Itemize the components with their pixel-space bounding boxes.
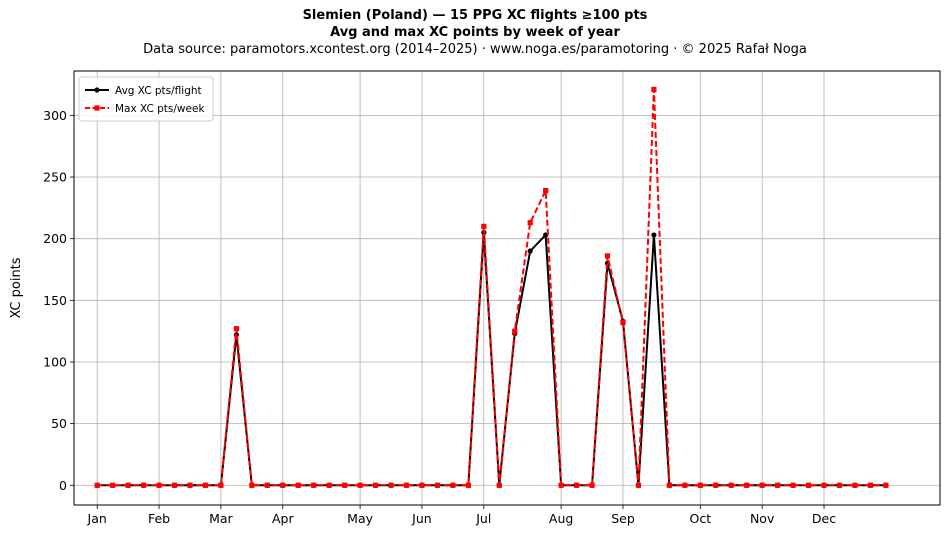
x-tick-label: Aug [549,511,573,526]
data-point [697,482,703,488]
x-tick-label: Nov [750,511,775,526]
y-tick-label: 300 [43,108,67,123]
legend-marker [94,87,100,93]
data-point [388,482,394,488]
data-point [202,482,209,488]
data-point [527,220,533,226]
data-point [372,482,379,488]
data-point [171,482,178,488]
data-point [403,482,410,488]
data-point [682,482,688,488]
x-tick-label: Oct [689,511,711,526]
series-layer [94,86,889,488]
data-point [651,86,657,93]
data-point [187,482,193,488]
data-point [512,328,518,334]
data-point [883,482,889,488]
y-tick-label: 150 [43,293,67,308]
x-tick-label: Feb [148,511,170,526]
data-point [218,482,224,488]
legend-label: Max XC pts/week [115,103,205,115]
legend-label: Avg XC pts/flight [115,85,202,97]
data-point [836,482,843,488]
chart-title-line-2: Avg and max XC points by week of year [330,25,620,40]
data-point [821,482,827,488]
legend-box [78,76,214,122]
data-point [125,482,131,488]
data-point [759,482,765,488]
data-point [713,482,719,488]
data-point [326,482,332,488]
data-point [666,482,672,488]
y-axis-label: XC points [9,257,24,318]
data-point [264,482,270,488]
y-tick-label: 50 [51,416,67,431]
data-point [233,326,239,332]
data-point [852,482,858,488]
data-point [94,482,100,488]
y-tick-label: 100 [43,354,67,369]
axes: Jan Feb Mar Apr May Jun Jul Aug Sep Oct Nov Dec 0 50 1… [43,108,836,526]
data-point [728,482,734,488]
data-point [496,482,502,488]
data-point [867,482,874,488]
data-point [744,482,750,488]
data-point [110,482,116,488]
data-point [434,482,441,488]
data-point [790,482,796,488]
data-point [311,482,317,488]
x-tick-label: Apr [272,511,294,526]
x-tick-label: Jul [475,511,491,526]
data-point [635,482,642,488]
data-point [573,482,580,488]
data-point [465,482,471,488]
data-point [775,482,781,488]
data-point [357,482,363,488]
x-tick-label: Dec [812,511,836,526]
data-point [558,482,564,488]
data-point [481,223,487,229]
data-point [295,482,301,488]
data-point [140,482,147,488]
x-tick-label: May [347,511,373,526]
x-tick-label: Mar [209,511,233,526]
x-tick-label: Sep [611,511,635,526]
x-tick-label: Jun [411,511,432,526]
data-point [589,482,595,488]
legend: Avg XC pts/flight Max XC pts/week [78,76,214,122]
y-tick-label: 200 [43,231,67,246]
data-point [342,482,348,488]
data-point [156,482,162,488]
data-point [280,482,286,488]
data-point [527,248,533,254]
grid [74,71,940,505]
y-tick-label: 250 [43,170,67,185]
chart-title: Slemien (Poland) — 15 PPG XC flights ≥10… [302,8,648,23]
data-point [651,232,657,238]
data-point [604,253,611,259]
plot-frame [73,70,941,506]
y-tick-label: 0 [59,478,67,493]
data-point [419,482,425,488]
data-point [620,319,626,326]
x-tick-label: Jan [87,511,107,526]
data-point [543,187,549,194]
legend-marker [94,105,100,111]
data-point [450,482,456,488]
series-line-max [97,88,886,487]
chart-subtitle: Data source: paramotors.xcontest.org (20… [143,42,807,57]
data-point [249,482,255,488]
data-point [805,482,812,488]
